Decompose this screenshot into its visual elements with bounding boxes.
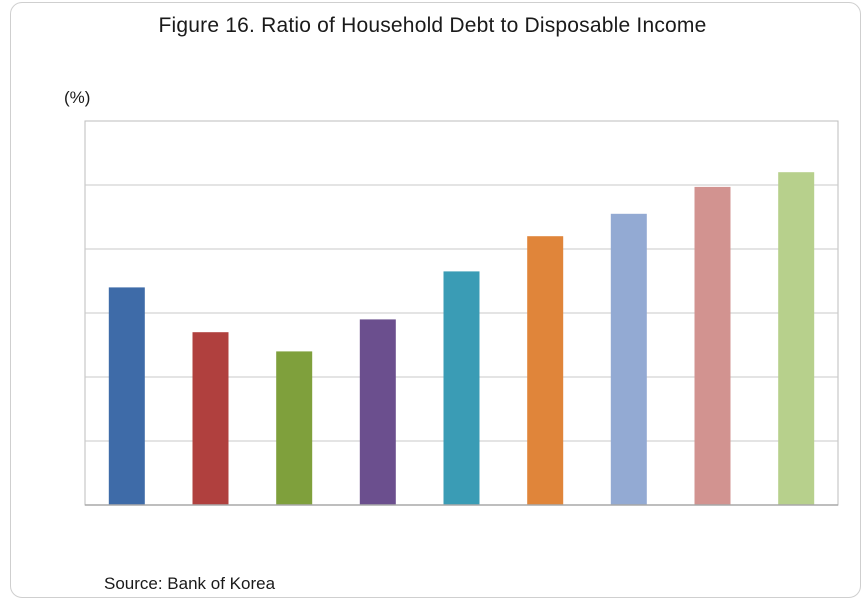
bars xyxy=(108,172,815,506)
bar xyxy=(694,186,731,505)
bar xyxy=(359,319,396,505)
bar xyxy=(610,213,647,506)
bar xyxy=(276,351,313,505)
bar xyxy=(443,271,480,505)
bar xyxy=(778,172,815,505)
chart-title: Figure 16. Ratio of Household Debt to Di… xyxy=(158,14,707,37)
bar xyxy=(108,287,145,505)
source-note: Source: Bank of Korea xyxy=(104,574,276,593)
bar xyxy=(192,332,229,505)
bar xyxy=(527,236,564,505)
y-axis-unit-label: (%) xyxy=(64,88,91,107)
